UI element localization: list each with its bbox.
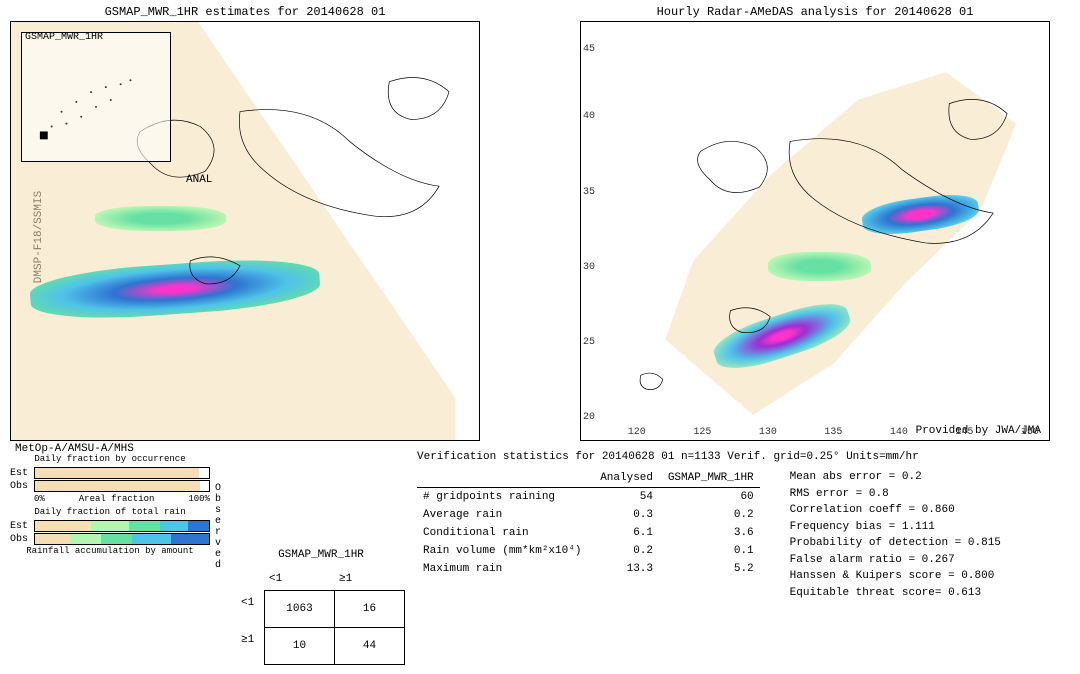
obs-occurrence-row: Obs [10, 480, 210, 492]
lat-tick: 45 [583, 44, 595, 55]
observed-vlabel: Observed [215, 483, 383, 571]
radar-map: Provided by JWA/JMA 120 125 130 135 140 … [580, 21, 1050, 441]
gsmap-panel: GSMAP_MWR_1HR estimates for 20140628 01 … [10, 5, 480, 441]
lat-tick: 20 [583, 412, 595, 423]
metric-line: Probability of detection = 0.815 [790, 535, 1070, 552]
metric-line: False alarm ratio = 0.267 [790, 552, 1070, 569]
lat-tick: 40 [583, 111, 595, 122]
est-label: Est [10, 468, 34, 479]
lon-tick: 130 [759, 427, 777, 438]
lon-tick: 150 [1021, 427, 1039, 438]
matrix-cell: 1063 [264, 590, 335, 628]
lon-tick: 145 [955, 427, 973, 438]
inset-box: GSMAP_MWR_1HR [21, 32, 171, 162]
est-total-row: Est [10, 520, 210, 532]
top-row: GSMAP_MWR_1HR estimates for 20140628 01 … [0, 0, 1080, 446]
bar-section: Daily fraction by occurrence Est Obs 0%A… [10, 451, 210, 665]
obs-label: Obs [10, 481, 34, 492]
inset-svg [22, 33, 170, 161]
lat-tick: 30 [583, 262, 595, 273]
gsmap-map: DMSP-F18/SSMIS GSMAP_MWR_1HR [10, 21, 480, 441]
stats-metrics: Mean abs error = 0.2RMS error = 0.8Corre… [790, 469, 1070, 601]
gsmap-title: GSMAP_MWR_1HR estimates for 20140628 01 [10, 5, 480, 19]
lat-tick: 35 [583, 187, 595, 198]
est-total-bar [34, 520, 210, 532]
lon-tick: 120 [628, 427, 646, 438]
bar-scale: 0%Areal fraction100% [34, 494, 210, 504]
matrix-cell: 10 [264, 627, 335, 665]
radar-title: Hourly Radar-AMeDAS analysis for 2014062… [580, 5, 1050, 19]
metric-line: Equitable threat score= 0.613 [790, 585, 1070, 602]
matrix-cell: 44 [334, 627, 405, 665]
inset-label: GSMAP_MWR_1HR [25, 32, 103, 43]
obs-total-bar [34, 533, 210, 545]
matrix-grid: <1 ≥1 <1 1063 16 ≥1 10 44 [237, 567, 405, 665]
totalrain-title: Daily fraction of total rain [10, 507, 210, 517]
bottom-row: Daily fraction by occurrence Est Obs 0%A… [0, 446, 1080, 670]
metric-line: RMS error = 0.8 [790, 486, 1070, 503]
bar-fill [35, 468, 199, 478]
anal-label: ANAL [186, 174, 212, 186]
row-lt: <1 [237, 591, 265, 628]
lat-tick: 25 [583, 337, 595, 348]
accum-caption: Rainfall accumulation by amount [10, 546, 210, 556]
obs-occurrence-bar [34, 480, 210, 492]
stats-body: Analysed GSMAP_MWR_1HR # gridpoints rain… [417, 469, 1070, 601]
row-ge: ≥1 [237, 628, 265, 665]
radar-panel: Hourly Radar-AMeDAS analysis for 2014062… [580, 5, 1050, 441]
contingency-matrix: Observed GSMAP_MWR_1HR <1 ≥1 <1 1063 16 … [237, 461, 405, 665]
gsmap-sublabel: MetOp-A/AMSU-A/MHS [15, 443, 134, 455]
stats-title: Verification statistics for 20140628 01 … [417, 451, 1070, 463]
stats-table: Analysed GSMAP_MWR_1HR # gridpoints rain… [417, 469, 760, 601]
col-analysed: Analysed [592, 469, 659, 488]
matrix-cell: 16 [334, 590, 405, 628]
est-occurrence-row: Est [10, 467, 210, 479]
metric-line: Correlation coeff = 0.860 [790, 502, 1070, 519]
verification-stats: Verification statistics for 20140628 01 … [417, 451, 1070, 665]
radar-coast-svg [581, 22, 1049, 440]
metric-line: Frequency bias = 1.111 [790, 519, 1070, 536]
bar-fill [35, 481, 200, 491]
est-occurrence-bar [34, 467, 210, 479]
lon-tick: 135 [824, 427, 842, 438]
lon-tick: 140 [890, 427, 908, 438]
metric-line: Mean abs error = 0.2 [790, 469, 1070, 486]
col-gsmap: GSMAP_MWR_1HR [659, 469, 760, 488]
occurrence-title: Daily fraction by occurrence [10, 454, 210, 464]
obs-total-row: Obs [10, 533, 210, 545]
lon-tick: 125 [693, 427, 711, 438]
metric-line: Hanssen & Kuipers score = 0.800 [790, 568, 1070, 585]
